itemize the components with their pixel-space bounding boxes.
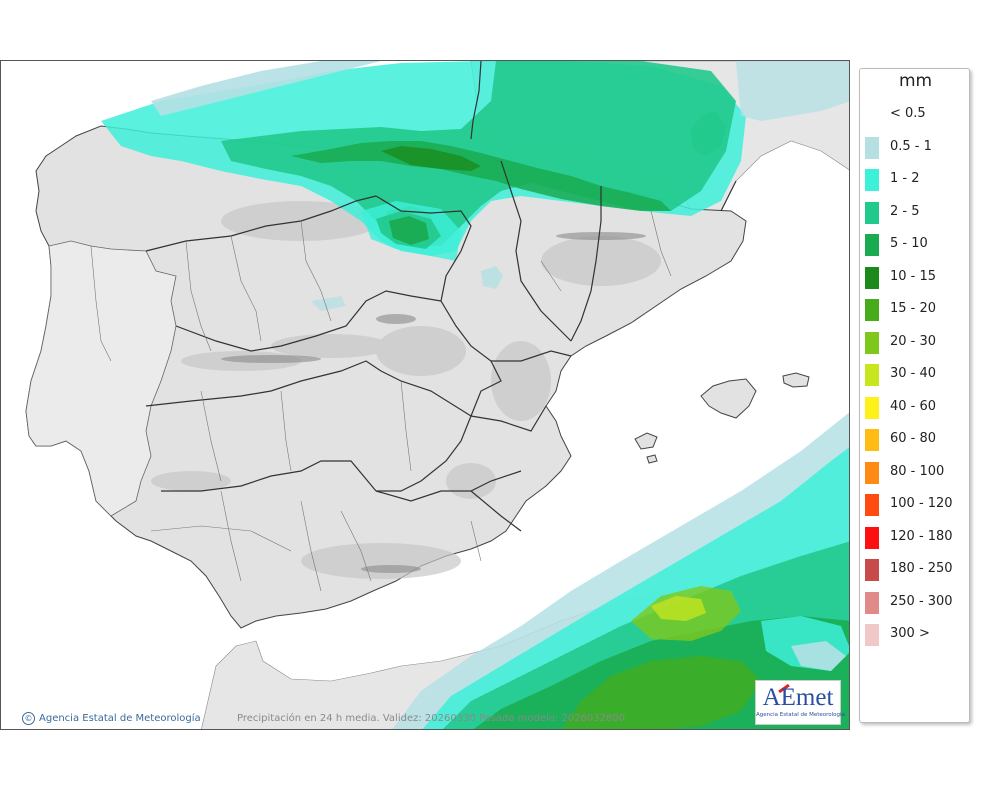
- map-canvas: [1, 61, 849, 729]
- legend-swatch: [865, 266, 879, 289]
- legend-swatch: [865, 234, 879, 256]
- legend-label: 20 - 30: [890, 333, 937, 349]
- mallorca-island: [700, 378, 757, 419]
- legend-label: 2 - 5: [890, 203, 920, 219]
- legend-swatch: [865, 559, 879, 581]
- logo-subtitle: Agencia Estatal de Meteorología: [756, 712, 845, 718]
- legend-swatch: [865, 591, 879, 614]
- legend-label: 30 - 40: [890, 366, 937, 381]
- legend-swatch: [865, 429, 879, 451]
- legend-title: mm: [898, 71, 933, 91]
- legend-row: 120 - 180: [860, 519, 971, 552]
- agency-credit-text: Agencia Estatal de Meteorología: [39, 713, 201, 724]
- ibiza-island: [634, 432, 658, 450]
- legend-row: 5 - 10: [860, 226, 971, 259]
- legend-label: 40 - 60: [890, 398, 937, 414]
- legend-swatch: [865, 494, 879, 516]
- legend-label: 250 - 300: [890, 593, 953, 609]
- legend-row: 10 - 15: [860, 259, 971, 292]
- agency-credit: © Agencia Estatal de Meteorología: [22, 712, 201, 725]
- map-caption: Precipitación en 24 h media. Validez: 20…: [237, 713, 626, 724]
- legend-swatch: [865, 396, 879, 419]
- legend-swatch: [865, 299, 879, 321]
- menorca-island: [782, 372, 810, 388]
- legend-label: 1 - 2: [890, 171, 920, 186]
- legend-label: < 0.5: [890, 106, 926, 121]
- portugal-land: [25, 240, 177, 517]
- legend-label: 0.5 - 1: [890, 138, 932, 154]
- legend-swatch: [865, 169, 879, 191]
- legend-row: 80 - 100: [860, 454, 971, 487]
- legend-row: 300 >: [860, 616, 971, 649]
- legend-swatch: [865, 136, 879, 159]
- province-borders: [90, 210, 672, 592]
- legend-row: 60 - 80: [860, 421, 971, 454]
- legend-row: 2 - 5: [860, 194, 971, 227]
- legend-label: 15 - 20: [890, 301, 937, 316]
- relief-shading: [151, 201, 661, 579]
- logo-text: AEmet: [762, 684, 834, 711]
- legend-swatch: [865, 526, 879, 549]
- legend-label: 120 - 180: [890, 528, 953, 544]
- copyright-icon: ©: [22, 712, 35, 725]
- legend-swatch: [865, 331, 879, 354]
- legend-items: < 0.5 0.5 - 1 1 - 2 2 - 5 5 - 10 10 - 15 15 - …: [860, 96, 971, 649]
- legend-swatch: [865, 624, 879, 646]
- legend-swatch: [865, 461, 879, 484]
- legend-label: 300 >: [890, 626, 930, 641]
- legend-row: 30 - 40: [860, 356, 971, 389]
- precipitation-legend: mm < 0.5 0.5 - 1 1 - 2 2 - 5 5 - 10 10 - 15 15…: [859, 68, 970, 723]
- legend-row: 250 - 300: [860, 584, 971, 617]
- legend-swatch: [865, 201, 879, 224]
- legend-row: 1 - 2: [860, 161, 971, 194]
- formentera-island: [646, 454, 658, 464]
- precip-north: [101, 61, 849, 311]
- legend-row: 0.5 - 1: [860, 129, 971, 162]
- precipitation-map: [0, 60, 850, 730]
- legend-label: 60 - 80: [890, 431, 937, 446]
- legend-row: 100 - 120: [860, 486, 971, 519]
- legend-label: 5 - 10: [890, 236, 928, 251]
- legend-label: 100 - 120: [890, 496, 953, 511]
- legend-row: 20 - 30: [860, 324, 971, 357]
- legend-row: 180 - 250: [860, 551, 971, 584]
- legend-swatch: [865, 364, 879, 386]
- legend-row: 40 - 60: [860, 389, 971, 422]
- aemet-logo: AEmet Agencia Estatal de Meteorología: [755, 680, 845, 725]
- legend-label: 80 - 100: [890, 463, 945, 479]
- regional-borders: [145, 61, 737, 532]
- legend-row: < 0.5: [860, 96, 971, 129]
- relief-dark-ridges: [221, 232, 646, 573]
- legend-row: 15 - 20: [860, 291, 971, 324]
- legend-label: 180 - 250: [890, 561, 953, 576]
- legend-label: 10 - 15: [890, 268, 937, 284]
